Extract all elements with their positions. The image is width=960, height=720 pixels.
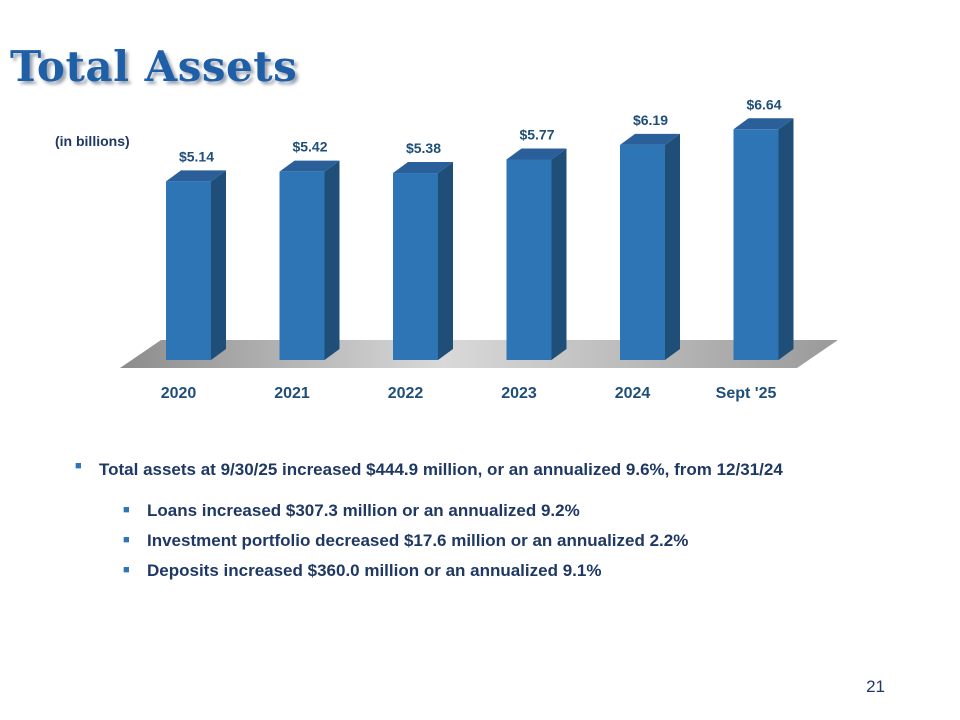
bar-2020 [166, 170, 226, 360]
square-bullet-icon: ■ [123, 534, 130, 546]
data-label: $5.77 [519, 126, 554, 142]
x-tick-label: 2024 [615, 385, 651, 402]
bar-front [733, 129, 779, 360]
bar-top [620, 133, 680, 145]
bar-front [506, 159, 552, 360]
bar-2022 [393, 162, 453, 360]
x-tick-label: Sept '25 [716, 385, 777, 402]
x-tick-label: 2020 [161, 385, 197, 402]
x-tick-label: 2021 [274, 385, 310, 402]
sub-bullet-list: ■ Loans increased $307.3 million or an a… [123, 496, 885, 586]
page-number: 21 [866, 677, 885, 696]
bar-side [324, 160, 340, 360]
page-title: Total Assets [10, 42, 298, 91]
sub-bullet-item-investment: ■ Investment portfolio decreased $17.6 m… [123, 526, 885, 556]
data-label: $5.14 [179, 148, 214, 164]
bar-top [279, 160, 340, 172]
bullet-text: Total assets at 9/30/25 increased $444.9… [99, 460, 783, 479]
bar-2021 [279, 160, 340, 360]
sub-bullet-text: Loans increased $307.3 million or an ann… [147, 501, 580, 520]
square-bullet-icon: ■ [75, 460, 82, 472]
bar-side [551, 148, 567, 360]
bullet-list: ■ Total assets at 9/30/25 increased $444… [75, 451, 885, 586]
bar-front [166, 181, 211, 360]
bar-top [393, 162, 453, 174]
bar-side [211, 170, 226, 360]
sub-bullet-item-deposits: ■ Deposits increased $360.0 million or a… [123, 556, 885, 586]
bar-2024 [620, 133, 680, 360]
bar-front [279, 171, 325, 360]
bar-side [438, 162, 453, 360]
data-label: $5.38 [406, 140, 441, 156]
bar-top [506, 148, 567, 160]
bullet-item-total-assets: ■ Total assets at 9/30/25 increased $444… [75, 451, 885, 488]
chart-floor [120, 340, 838, 368]
x-tick-label: 2023 [501, 385, 537, 402]
data-label: $6.19 [633, 112, 668, 128]
bar-top [733, 118, 794, 130]
x-tick-label: 2022 [388, 385, 424, 402]
data-label: $6.64 [746, 96, 781, 112]
square-bullet-icon: ■ [123, 564, 130, 576]
bar-side [778, 118, 794, 360]
bar-sept-25 [733, 118, 794, 360]
sub-bullet-item-loans: ■ Loans increased $307.3 million or an a… [123, 496, 885, 526]
unit-note: (in billions) [55, 133, 130, 149]
total-assets-bar-chart: $5.14 2020 $5.42 2021 $5.38 2022 $5.77 2023 $6.1… [120, 96, 838, 402]
bar-2023 [506, 148, 567, 360]
bar-side [665, 133, 680, 360]
square-bullet-icon: ■ [123, 504, 130, 516]
bar-front [620, 144, 665, 360]
bar-top [166, 170, 226, 182]
sub-bullet-text: Investment portfolio decreased $17.6 mil… [147, 531, 689, 550]
data-label: $5.42 [292, 139, 327, 155]
sub-bullet-text: Deposits increased $360.0 million or an … [147, 561, 602, 580]
bar-front [393, 173, 438, 360]
